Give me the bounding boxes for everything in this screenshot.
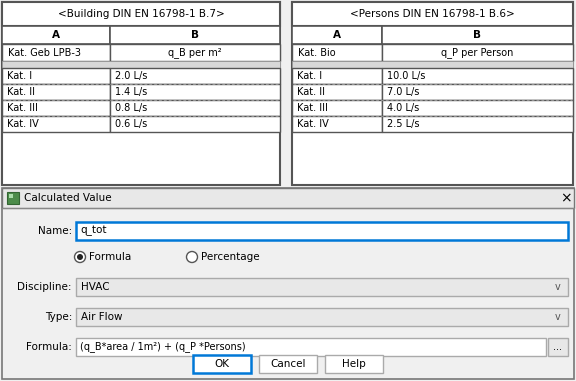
Bar: [292, 2, 573, 185]
Text: ×: ×: [560, 191, 572, 205]
Text: OK: OK: [214, 359, 229, 369]
Text: v: v: [555, 282, 561, 292]
Bar: [76, 278, 568, 296]
Text: 10.0 L/s: 10.0 L/s: [387, 71, 425, 81]
Bar: [2, 188, 574, 379]
Bar: [2, 44, 110, 61]
Bar: [382, 68, 573, 84]
Text: <Building DIN EN 16798-1 B.7>: <Building DIN EN 16798-1 B.7>: [58, 9, 225, 19]
Text: Kat. IV: Kat. IV: [7, 119, 39, 129]
Bar: [110, 84, 280, 100]
Bar: [2, 26, 110, 44]
Text: v: v: [555, 312, 561, 322]
Bar: [9, 194, 13, 198]
Text: 0.6 L/s: 0.6 L/s: [115, 119, 147, 129]
Bar: [382, 26, 573, 44]
Text: 0.8 L/s: 0.8 L/s: [115, 103, 147, 113]
Text: A: A: [52, 30, 60, 40]
Bar: [382, 116, 573, 132]
Text: Help: Help: [342, 359, 366, 369]
Bar: [2, 116, 110, 132]
Text: (q_B*area / 1m²) + (q_P *Persons): (q_B*area / 1m²) + (q_P *Persons): [80, 341, 245, 352]
Text: Formula: Formula: [89, 252, 131, 262]
Text: Kat. I: Kat. I: [7, 71, 32, 81]
Bar: [259, 355, 317, 373]
Text: q_B per m²: q_B per m²: [168, 47, 222, 58]
Text: Kat. Geb LPB-3: Kat. Geb LPB-3: [8, 48, 81, 58]
Text: 1.4 L/s: 1.4 L/s: [115, 87, 147, 97]
Text: Air Flow: Air Flow: [81, 312, 123, 322]
Circle shape: [74, 251, 85, 263]
Bar: [2, 68, 110, 84]
Bar: [382, 84, 573, 100]
Text: Discipline:: Discipline:: [17, 282, 72, 292]
Bar: [110, 44, 280, 61]
Text: ...: ...: [554, 342, 563, 352]
Circle shape: [187, 251, 198, 263]
Text: <Persons DIN EN 16798-1 B.6>: <Persons DIN EN 16798-1 B.6>: [350, 9, 515, 19]
Circle shape: [77, 254, 83, 260]
Text: Name:: Name:: [38, 226, 72, 236]
Bar: [7, 192, 19, 204]
Text: 7.0 L/s: 7.0 L/s: [387, 87, 419, 97]
Bar: [110, 68, 280, 84]
Bar: [2, 2, 280, 185]
Bar: [292, 26, 382, 44]
Bar: [76, 222, 568, 240]
Bar: [110, 100, 280, 116]
Text: Kat. III: Kat. III: [297, 103, 328, 113]
Bar: [292, 61, 573, 68]
Text: q_tot: q_tot: [80, 226, 107, 236]
Bar: [548, 338, 568, 356]
Text: Percentage: Percentage: [201, 252, 260, 262]
Text: B: B: [191, 30, 199, 40]
Text: 2.5 L/s: 2.5 L/s: [387, 119, 419, 129]
Bar: [110, 116, 280, 132]
Text: Kat. I: Kat. I: [297, 71, 322, 81]
Text: q_P per Person: q_P per Person: [441, 47, 514, 58]
Text: Kat. Bio: Kat. Bio: [298, 48, 336, 58]
Bar: [193, 355, 251, 373]
Bar: [382, 44, 573, 61]
Text: Cancel: Cancel: [270, 359, 306, 369]
Text: Kat. II: Kat. II: [7, 87, 35, 97]
Bar: [76, 308, 568, 326]
Text: A: A: [333, 30, 341, 40]
Text: Formula:: Formula:: [26, 342, 72, 352]
Bar: [292, 68, 382, 84]
Bar: [292, 2, 573, 26]
Bar: [2, 2, 280, 26]
Bar: [292, 100, 382, 116]
Text: HVAC: HVAC: [81, 282, 109, 292]
Bar: [2, 61, 280, 68]
Text: Kat. IV: Kat. IV: [297, 119, 329, 129]
Bar: [2, 84, 110, 100]
Text: Calculated Value: Calculated Value: [24, 193, 112, 203]
Bar: [325, 355, 383, 373]
Bar: [76, 338, 546, 356]
Bar: [292, 84, 382, 100]
Bar: [292, 44, 382, 61]
Text: Kat. II: Kat. II: [297, 87, 325, 97]
Text: 4.0 L/s: 4.0 L/s: [387, 103, 419, 113]
Bar: [382, 100, 573, 116]
Bar: [2, 188, 574, 208]
Text: B: B: [473, 30, 482, 40]
Text: 2.0 L/s: 2.0 L/s: [115, 71, 147, 81]
Bar: [292, 116, 382, 132]
Text: Type:: Type:: [44, 312, 72, 322]
Text: Kat. III: Kat. III: [7, 103, 38, 113]
Bar: [110, 26, 280, 44]
Bar: [2, 100, 110, 116]
